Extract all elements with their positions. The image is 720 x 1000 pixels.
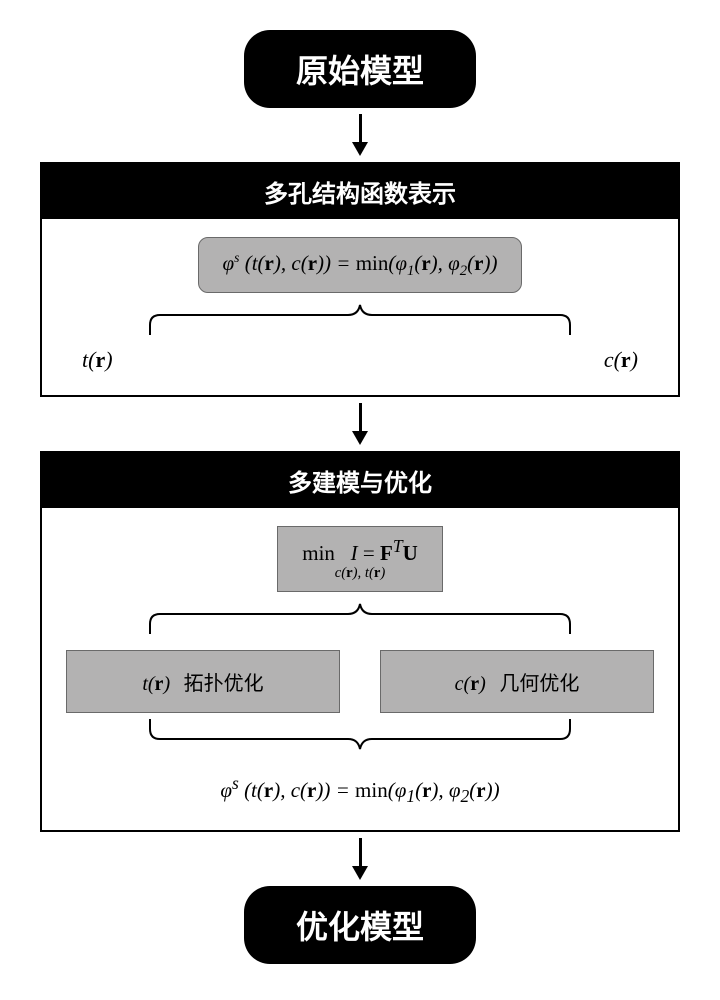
panel-2-objective-top: min I = FTU <box>302 537 418 565</box>
panel-2-brace-top <box>66 596 654 636</box>
panel-2-brace-bottom <box>66 717 654 757</box>
opt-left-sym: t(r) <box>142 673 170 695</box>
end-label: 优化模型 <box>296 909 424 945</box>
opt-left-box: t(r) 拓扑优化 <box>66 650 340 713</box>
opt-right-label: 几何优化 <box>499 673 579 695</box>
panel-1-brace <box>66 297 654 337</box>
panel-1-header: 多孔结构函数表示 <box>42 164 678 219</box>
panel-2-objective: min I = FTU c(r), t(r) <box>277 526 443 592</box>
flowchart: 原始模型 多孔结构函数表示 φs (t(r), c(r)) = min(φ1(r… <box>40 30 680 964</box>
panel-2-title: 多建模与优化 <box>288 470 432 497</box>
start-label: 原始模型 <box>296 53 424 89</box>
arrow-1 <box>352 114 368 156</box>
panel-1-body: φs (t(r), c(r)) = min(φ1(r), φ2(r)) t(r)… <box>42 219 678 395</box>
opt-right-box: c(r) 几何优化 <box>380 650 654 713</box>
start-node: 原始模型 <box>244 30 476 108</box>
arrow-3 <box>352 838 368 880</box>
panel-1-title: 多孔结构函数表示 <box>264 181 456 208</box>
panel-2: 多建模与优化 min I = FTU c(r), t(r) t(r) 拓扑优化 … <box>40 451 680 831</box>
panel-2-body: min I = FTU c(r), t(r) t(r) 拓扑优化 c(r) 几何… <box>42 508 678 829</box>
panel-1-right-sym: c(r) <box>604 347 638 373</box>
panel-2-header: 多建模与优化 <box>42 453 678 508</box>
panel-1: 多孔结构函数表示 φs (t(r), c(r)) = min(φ1(r), φ2… <box>40 162 680 397</box>
panel-2-result: φs (t(r), c(r)) = min(φ1(r), φ2(r)) <box>220 773 499 807</box>
opt-left-label: 拓扑优化 <box>184 673 264 695</box>
panel-1-pair-row: t(r) c(r) <box>66 347 654 373</box>
panel-2-opt-row: t(r) 拓扑优化 c(r) 几何优化 <box>66 650 654 713</box>
panel-1-left-sym: t(r) <box>82 347 113 373</box>
panel-1-equation: φs (t(r), c(r)) = min(φ1(r), φ2(r)) <box>198 237 523 293</box>
end-node: 优化模型 <box>244 886 476 964</box>
opt-right-sym: c(r) <box>455 673 486 695</box>
panel-2-objective-sub: c(r), t(r) <box>302 565 418 581</box>
arrow-2 <box>352 403 368 445</box>
